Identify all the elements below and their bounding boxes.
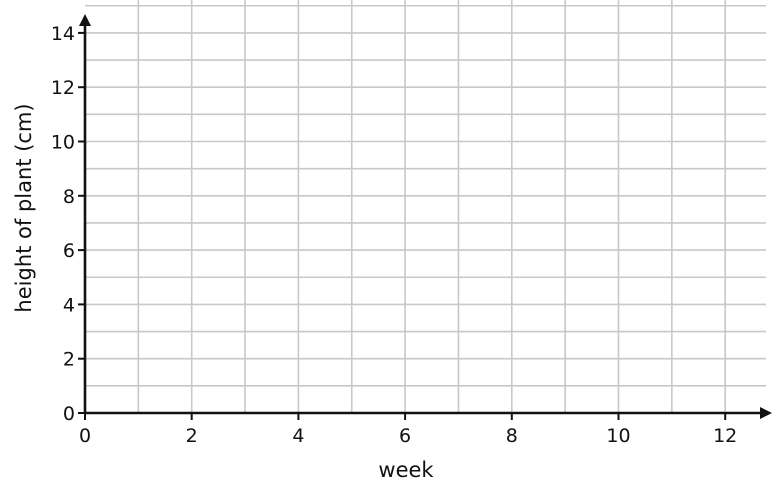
axis-layer (79, 14, 772, 419)
x-tick-label: 6 (399, 425, 411, 447)
grid-layer (85, 0, 766, 413)
label-layer: 0 2 4 6 8 10 12 0 2 4 6 8 10 12 14 (51, 23, 737, 447)
x-tick-label: 4 (292, 425, 304, 447)
y-axis-arrow (79, 14, 91, 26)
y-tick-label: 10 (51, 132, 75, 154)
y-tick-label: 8 (63, 186, 75, 208)
y-tick-label: 14 (51, 23, 75, 45)
tick-layer (78, 31, 727, 420)
x-tick-label: 0 (79, 425, 91, 447)
x-axis-title: week (378, 458, 434, 482)
x-tick-label: 8 (506, 425, 518, 447)
x-axis-arrow (760, 407, 772, 419)
y-tick-label: 0 (63, 403, 75, 425)
y-axis-title: height of plant (cm) (12, 103, 36, 312)
x-tick-label: 10 (606, 425, 630, 447)
y-tick-label: 4 (63, 294, 75, 316)
x-tick-label: 12 (713, 425, 737, 447)
y-tick-label: 6 (63, 240, 75, 262)
x-tick-label: 2 (186, 425, 198, 447)
y-tick-label: 2 (63, 349, 75, 371)
y-tick-label: 12 (51, 77, 75, 99)
